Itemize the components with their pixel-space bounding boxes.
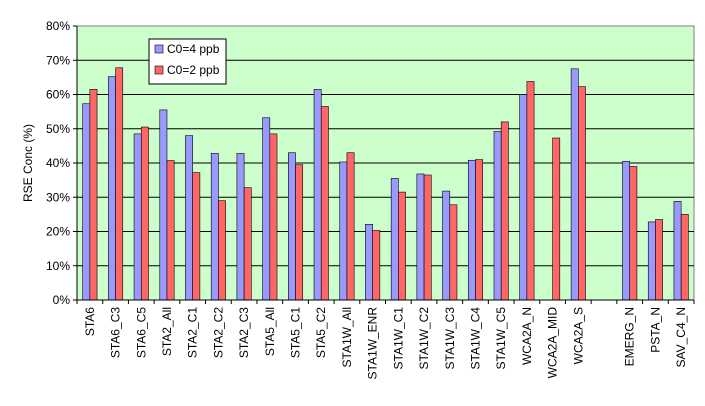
legend-label-series-2: C0=2 ppb xyxy=(167,63,220,77)
bar-1 xyxy=(390,178,399,301)
x-tick-label: STA5_C2 xyxy=(314,307,328,358)
bar-1 xyxy=(108,76,116,301)
bar-2 xyxy=(500,121,509,301)
x-tick-label: STA1W_All xyxy=(340,307,354,367)
bar-2 xyxy=(140,126,149,301)
bar-2 xyxy=(295,164,304,301)
gridlines xyxy=(77,59,694,267)
bar-1 xyxy=(82,103,91,301)
bar-1 xyxy=(519,94,528,301)
bar-2 xyxy=(629,166,638,301)
bar-1 xyxy=(339,161,348,301)
x-tick-label: EMERG_N xyxy=(623,307,637,366)
x-tick-label: STA1W_C5 xyxy=(494,307,508,370)
bar-1 xyxy=(416,173,425,301)
bar-2 xyxy=(166,160,175,301)
bar-2 xyxy=(320,106,329,301)
y-tick-label: 80% xyxy=(46,19,70,33)
legend-swatch-series-1 xyxy=(154,44,164,54)
bar-2 xyxy=(218,200,226,301)
x-tick-label: STA1W_C3 xyxy=(443,307,457,370)
x-tick-label: STA1W_C2 xyxy=(417,307,431,370)
bar-2 xyxy=(269,133,278,301)
bar-1 xyxy=(236,153,245,301)
bar-1 xyxy=(467,159,476,301)
x-tick-label: WCA2A_N xyxy=(520,307,534,365)
x-tick-label: STA2_C3 xyxy=(237,307,251,358)
y-tick-label: 0% xyxy=(53,293,71,307)
bar-1 xyxy=(673,201,682,301)
bar-2 xyxy=(115,67,124,301)
x-axis: STA6 STA6_C3 STA6_C5 STA2_All STA2_C1 STA2_C2… xyxy=(76,299,695,380)
bar-2 xyxy=(372,230,381,301)
y-tick-label: 60% xyxy=(46,88,70,102)
bar-1 xyxy=(622,160,631,301)
bar-1 xyxy=(210,153,219,301)
bar-1 xyxy=(570,68,579,301)
bar-1 xyxy=(159,109,168,301)
y-tick-label: 30% xyxy=(46,190,70,204)
bar-2 xyxy=(398,191,406,301)
bar-2 xyxy=(475,159,483,301)
legend-label-series-1: C0=4 ppb xyxy=(167,42,220,56)
x-tick-label: PSTA_N xyxy=(648,307,662,353)
x-tick-label: STA2_All xyxy=(160,307,174,356)
x-tick-label: STA1W_C1 xyxy=(391,307,405,370)
bar-1 xyxy=(185,135,193,301)
x-tick-label: STA2_C2 xyxy=(211,307,225,358)
x-tick-label: STA1W_C4 xyxy=(468,307,482,370)
y-tick-label: 70% xyxy=(46,53,70,67)
bar-2 xyxy=(423,174,432,301)
bar-2 xyxy=(578,86,586,301)
bar-2 xyxy=(89,89,98,301)
bar-2 xyxy=(192,172,201,301)
y-tick-label: 40% xyxy=(46,156,70,170)
x-tick-label: STA6_C5 xyxy=(134,307,148,358)
x-tick-label: WCA2A_S xyxy=(571,307,585,364)
x-tick-label: STA2_C1 xyxy=(186,307,200,358)
bar-1 xyxy=(365,224,373,301)
y-axis: 0% 10% 20% 30% 40% 50% 60% 70% 80% xyxy=(46,19,78,307)
y-tick-label: 50% xyxy=(46,122,70,136)
x-tick-label: STA5_All xyxy=(263,307,277,356)
bar-2 xyxy=(552,137,561,301)
x-tick-label: WCA2A_MID xyxy=(546,307,560,379)
x-tick-label: SAV_C4_N xyxy=(674,307,688,367)
bar-1 xyxy=(647,221,656,301)
x-tick-label: STA1W_ENR xyxy=(366,307,380,380)
legend-swatch-series-2 xyxy=(154,65,164,75)
bar-1 xyxy=(313,89,322,301)
y-tick-label: 20% xyxy=(46,225,70,239)
y-tick-label: 10% xyxy=(46,259,70,273)
y-axis-label: RSE Conc (%) xyxy=(21,124,35,202)
bar-2 xyxy=(243,187,252,301)
bar-1 xyxy=(442,190,451,301)
x-tick-label: STA6 xyxy=(83,307,97,336)
legend: C0=4 ppb C0=2 ppb xyxy=(148,38,227,85)
bar-2 xyxy=(655,219,663,301)
bar-1 xyxy=(133,133,142,301)
bar-2 xyxy=(346,152,355,301)
bar-2 xyxy=(526,81,535,301)
bar-1 xyxy=(262,117,271,301)
bar-2 xyxy=(680,214,689,301)
bar-1 xyxy=(493,131,502,301)
bar-1 xyxy=(288,152,296,301)
x-tick-label: STA6_C3 xyxy=(109,307,123,358)
x-tick-label: STA5_C1 xyxy=(289,307,303,358)
bar-2 xyxy=(449,204,458,301)
